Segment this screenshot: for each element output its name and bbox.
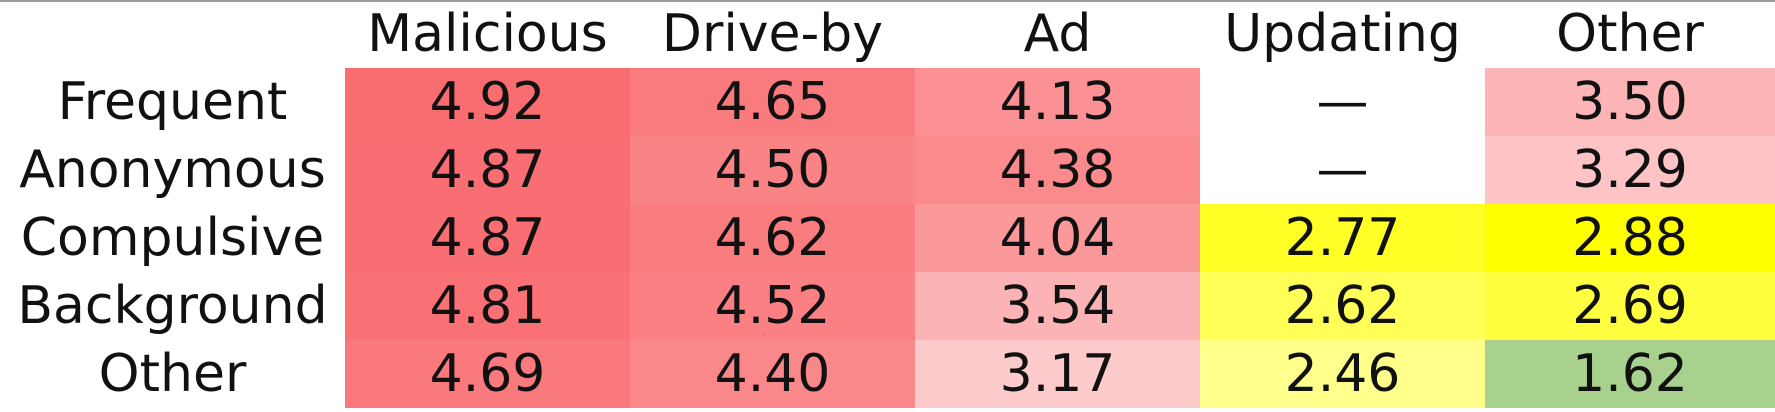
table-cell: 3.54: [915, 272, 1200, 340]
column-header: Other: [1556, 4, 1704, 64]
row-label: Background: [17, 276, 328, 336]
table-cell: 4.38: [915, 136, 1200, 204]
table-cell: 4.81: [345, 272, 630, 340]
row-label: Other: [98, 344, 247, 404]
table-cell: 2.62: [1200, 272, 1485, 340]
table-cell: 4.52: [630, 272, 915, 340]
table-cell: —: [1200, 68, 1485, 136]
table-cell: 1.62: [1485, 340, 1775, 408]
column-header: Drive-by: [661, 4, 884, 64]
table-cell: 4.65: [630, 68, 915, 136]
column-header: Ad: [1023, 4, 1092, 64]
table-cell: 3.50: [1485, 68, 1775, 136]
table-cell: 4.13: [915, 68, 1200, 136]
table-cell: 2.69: [1485, 272, 1775, 340]
table-cell: —: [1200, 136, 1485, 204]
table-cell: 3.29: [1485, 136, 1775, 204]
table-cell: 2.46: [1200, 340, 1485, 408]
table-cell: 4.04: [915, 204, 1200, 272]
table-cell: 4.87: [345, 204, 630, 272]
column-header: Updating: [1224, 4, 1461, 64]
table-cell: 2.77: [1200, 204, 1485, 272]
table-cell: 4.40: [630, 340, 915, 408]
table-cell: 4.62: [630, 204, 915, 272]
column-header: Malicious: [367, 4, 608, 64]
row-label: Anonymous: [19, 140, 326, 200]
top-border-line: [0, 0, 1775, 2]
row-label: Frequent: [57, 72, 288, 132]
table-cell: 4.69: [345, 340, 630, 408]
table-cell: 4.50: [630, 136, 915, 204]
table-cell: 3.17: [915, 340, 1200, 408]
table-cell: 4.87: [345, 136, 630, 204]
table-cell: 4.92: [345, 68, 630, 136]
row-label: Compulsive: [20, 208, 325, 268]
table-cell: 2.88: [1485, 204, 1775, 272]
